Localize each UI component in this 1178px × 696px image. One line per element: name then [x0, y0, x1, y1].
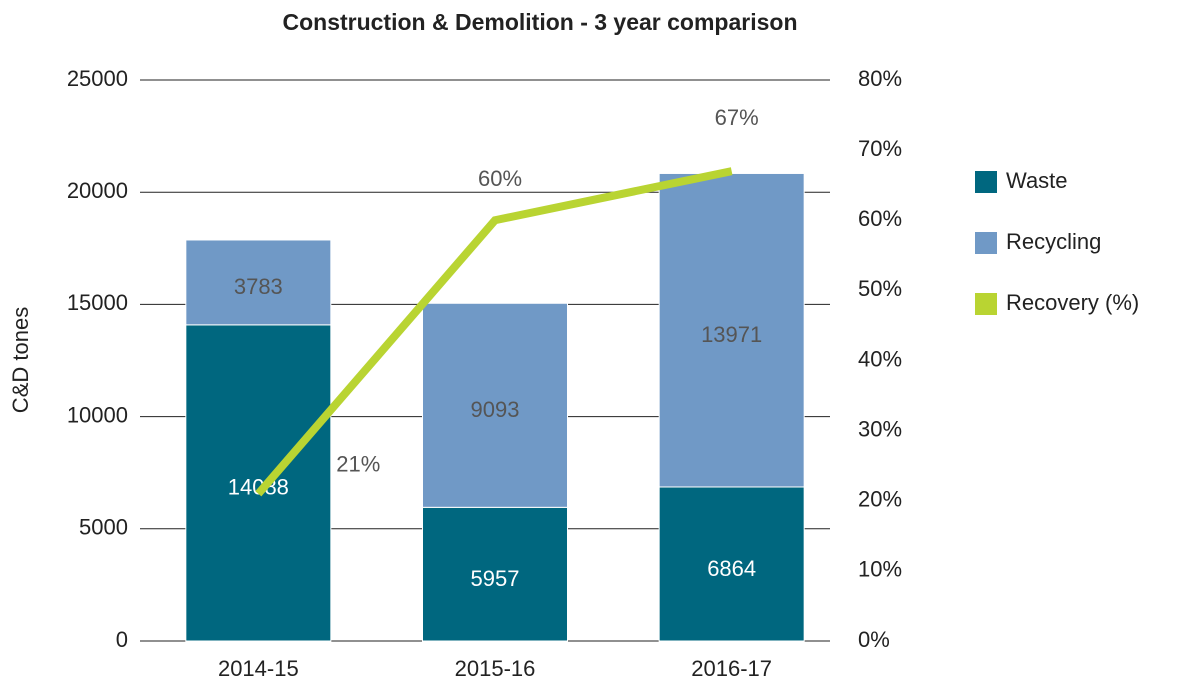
legend-swatch	[975, 171, 997, 193]
y-axis-label: C&D tones	[8, 307, 33, 413]
y2-tick-label: 70%	[858, 136, 902, 161]
y2-tick-label: 60%	[858, 206, 902, 231]
y-tick-label: 0	[116, 627, 128, 652]
legend-swatch	[975, 232, 997, 254]
legend-swatch	[975, 293, 997, 315]
y-tick-label: 10000	[67, 402, 128, 427]
data-label: 9093	[471, 397, 520, 422]
legend-label: Recovery (%)	[1006, 290, 1139, 315]
chart-title: Construction & Demolition - 3 year compa…	[282, 9, 797, 35]
data-label: 6864	[707, 556, 756, 581]
y-tick-label: 15000	[67, 290, 128, 315]
y2-tick-label: 20%	[858, 487, 902, 512]
data-label: 14088	[228, 475, 289, 500]
bar-segment	[185, 239, 332, 326]
bar-segment	[422, 302, 568, 508]
y2-tick-label: 0%	[858, 627, 890, 652]
y-tick-label: 25000	[67, 66, 128, 91]
line-series	[255, 167, 733, 497]
legend-label: Recycling	[1006, 229, 1101, 254]
x-tick-label: 2015-16	[455, 656, 536, 681]
legend-label: Waste	[1006, 168, 1068, 193]
bar-segment	[185, 324, 332, 642]
y-tick-label: 5000	[79, 515, 128, 540]
x-tick-label: 2016-17	[691, 656, 772, 681]
data-label: 5957	[471, 566, 520, 591]
bar-segment	[422, 506, 568, 642]
bar-segment	[658, 172, 805, 488]
y2-tick-label: 80%	[858, 66, 902, 91]
y-tick-label: 20000	[67, 178, 128, 203]
data-label: 67%	[715, 105, 759, 130]
y2-tick-label: 50%	[858, 276, 902, 301]
data-label: 21%	[336, 452, 380, 477]
data-label: 3783	[234, 274, 283, 299]
data-label: 60%	[478, 166, 522, 191]
y2-tick-label: 30%	[858, 416, 902, 441]
data-label: 13971	[701, 322, 762, 347]
y2-tick-label: 40%	[858, 346, 902, 371]
y2-tick-label: 10%	[858, 557, 902, 582]
bar-segment	[658, 486, 805, 642]
x-tick-label: 2014-15	[218, 656, 299, 681]
